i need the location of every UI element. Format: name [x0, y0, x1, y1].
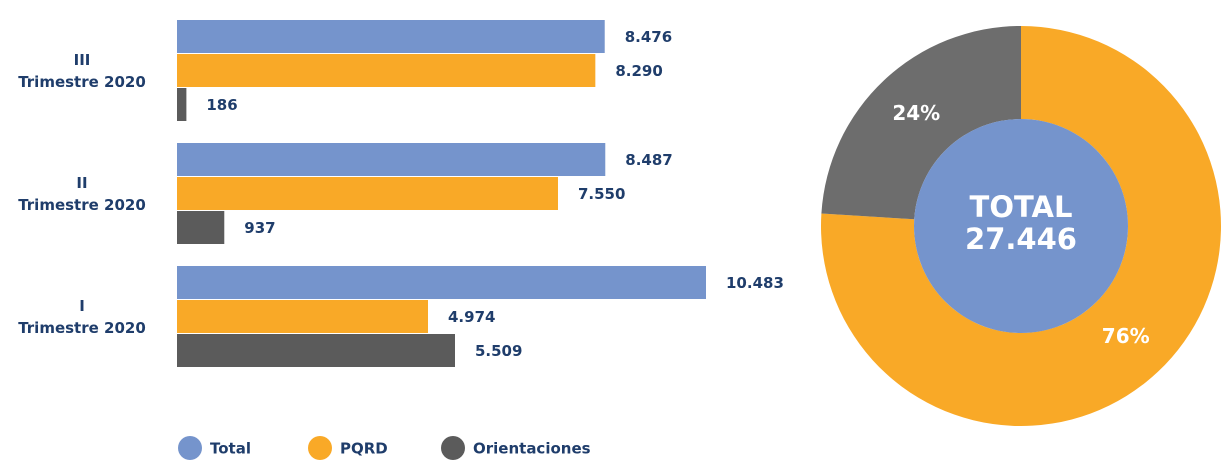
legend-swatch: [308, 436, 332, 460]
value-label: 8.476: [625, 28, 672, 46]
center-title: TOTAL: [970, 190, 1073, 224]
bar: [177, 266, 706, 299]
value-label: 10.483: [726, 274, 784, 292]
legend-swatch: [178, 436, 202, 460]
category-label: III Trimestre 2020: [18, 50, 146, 91]
legend-label: PQRD: [340, 440, 388, 458]
legend-label: Total: [210, 440, 251, 458]
legend-swatch: [441, 436, 465, 460]
bar: [177, 211, 225, 244]
value-label: 7.550: [578, 185, 625, 203]
value-label: 4.974: [448, 308, 495, 326]
legend-label: Orientaciones: [473, 440, 591, 458]
bar: [177, 88, 187, 121]
bar: [177, 177, 558, 210]
bar: [177, 20, 605, 53]
value-label: 937: [244, 219, 275, 237]
bar: [177, 143, 606, 176]
center-value: 27.446: [965, 222, 1077, 256]
value-label: 8.290: [615, 62, 662, 80]
pie-slice: [820, 26, 1221, 426]
bar: [177, 54, 596, 87]
pie-slice: [821, 26, 1021, 220]
slice-label: 24%: [892, 101, 940, 125]
value-label: 8.487: [625, 151, 672, 169]
bar: [177, 334, 455, 367]
value-label: 5.509: [475, 342, 522, 360]
slice-label: 76%: [1102, 324, 1150, 348]
bar: [177, 300, 429, 333]
category-label: II Trimestre 2020: [18, 173, 146, 214]
center-circle: [914, 119, 1128, 333]
category-label: I Trimestre 2020: [18, 296, 146, 337]
value-label: 186: [206, 96, 237, 114]
